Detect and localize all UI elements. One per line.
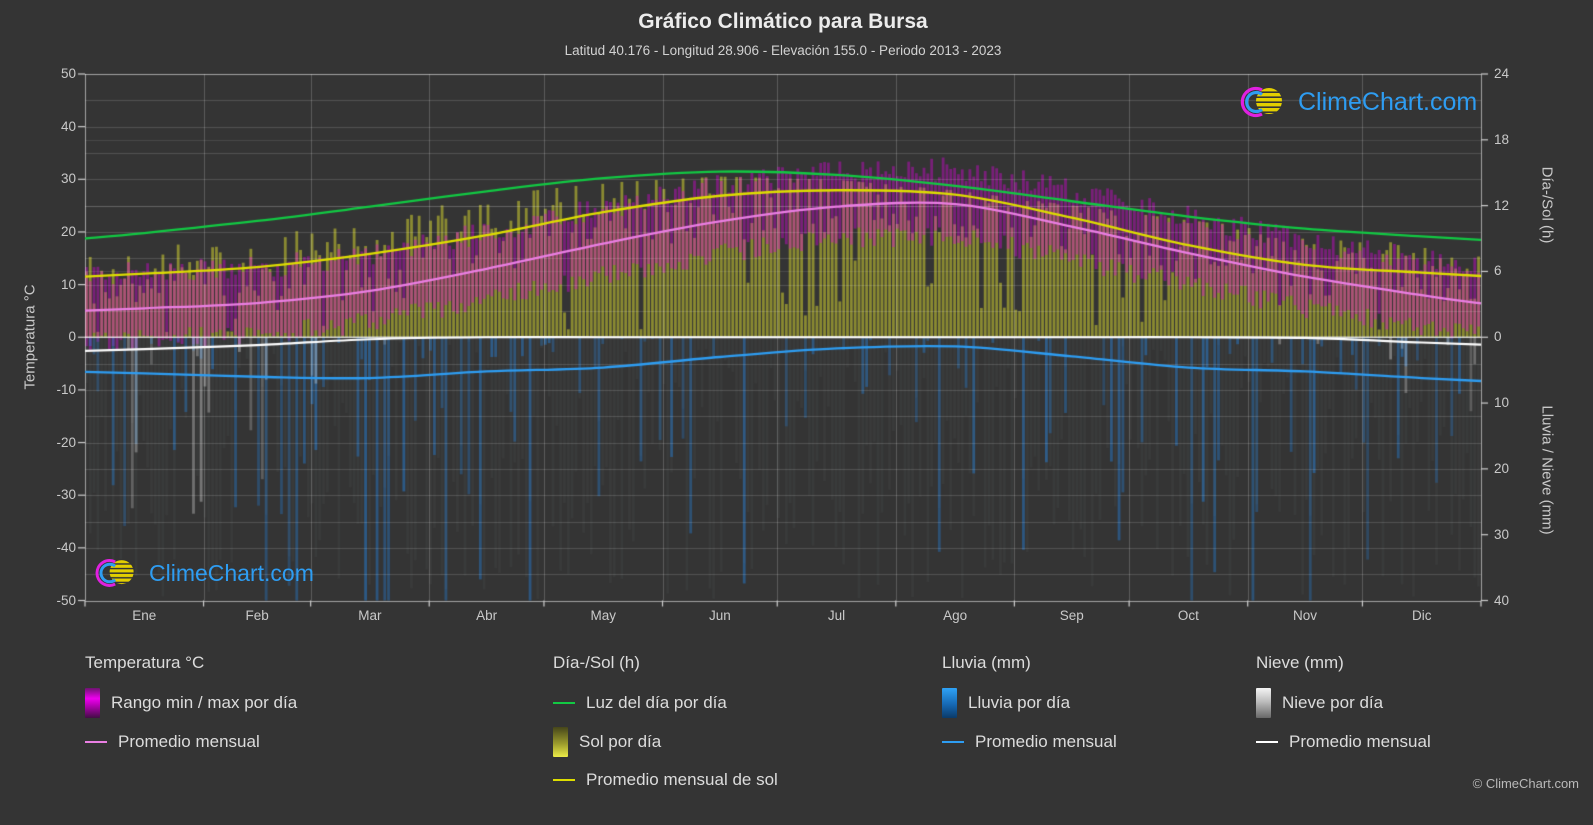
snow-bar-swatch: [1256, 688, 1271, 718]
y-axis-tick-temp: 0: [68, 329, 76, 345]
y-axis-tick-sun: 18: [1494, 131, 1510, 147]
temp-range-swatch: [85, 688, 100, 718]
sun-average-line-swatch: [553, 779, 575, 781]
rain-bar-swatch: [942, 688, 957, 718]
x-axis-month-label: Ago: [943, 608, 968, 623]
right-axis-title-sun: Día-/Sol (h): [1538, 166, 1556, 244]
legend-item-label: Rango min / max por día: [111, 693, 298, 712]
y-axis-tick-sun: 24: [1494, 66, 1510, 81]
watermark-top-right: ClimeChart.com: [1238, 83, 1477, 121]
y-axis-tick-sun: 12: [1494, 197, 1510, 213]
legend-item-label: Lluvia por día: [968, 693, 1071, 712]
watermark-bottom-left: ClimeChart.com: [93, 555, 314, 591]
rain-average-line-swatch: [942, 741, 964, 743]
y-axis-tick-sun: 6: [1494, 263, 1502, 279]
right-axis-title-precip: Lluvia / Nieve (mm): [1538, 405, 1556, 535]
legend-item-label: Promedio mensual: [1289, 732, 1431, 751]
x-axis-month-label: Jun: [709, 608, 731, 623]
daylight-line-swatch: [553, 702, 575, 704]
footer-copyright: © ClimeChart.com: [1472, 776, 1579, 791]
y-axis-tick-precip: 20: [1494, 460, 1510, 476]
climechart-logo-icon: [1240, 86, 1282, 118]
x-axis-month-label: Ene: [132, 608, 157, 623]
chart-legend: Temperatura °C Rango min / max por día P…: [0, 640, 1593, 825]
legend-group-title: Nieve (mm): [1256, 653, 1344, 672]
y-axis-tick-precip: 40: [1494, 592, 1510, 608]
y-axis-tick-temp: 40: [60, 118, 76, 134]
y-axis-tick-temp: -10: [56, 381, 76, 397]
x-axis-month-label: Feb: [245, 608, 269, 623]
legend-item-label: Promedio mensual de sol: [586, 770, 778, 789]
legend-item-label: Promedio mensual: [975, 732, 1117, 751]
x-axis-month-label: Jul: [827, 608, 846, 623]
y-axis-tick-precip: 30: [1494, 526, 1510, 542]
y-axis-tick-sun: 0: [1494, 329, 1502, 345]
left-axis-title: Temperatura °C: [21, 284, 39, 390]
legend-group-title: Temperatura °C: [85, 653, 205, 672]
x-axis-month-label: Sep: [1059, 608, 1084, 623]
watermark-text: ClimeChart.com: [1298, 87, 1478, 116]
x-axis-month-label: Nov: [1293, 608, 1318, 623]
x-axis-month-label: Mar: [358, 608, 382, 623]
y-axis-tick-temp: 50: [60, 66, 76, 81]
x-axis-month-label: Oct: [1177, 608, 1199, 623]
climechart-logo-icon: [95, 559, 134, 587]
temp-average-line-swatch: [85, 741, 107, 743]
y-axis-tick-temp: 30: [60, 171, 76, 187]
x-axis-month-label: May: [590, 608, 616, 623]
x-axis-month-label: Abr: [476, 608, 498, 623]
watermark-text: ClimeChart.com: [149, 559, 314, 586]
sun-bar-swatch: [553, 727, 568, 757]
legend-item-label: Nieve por día: [1282, 693, 1384, 712]
legend-item-label: Sol por día: [579, 732, 662, 751]
legend-group-title: Lluvia (mm): [942, 653, 1031, 672]
y-axis-tick-temp: -50: [56, 592, 76, 608]
y-axis-tick-precip: 10: [1494, 395, 1510, 411]
legend-group-title: Día-/Sol (h): [553, 653, 640, 672]
legend-item-label: Promedio mensual: [118, 732, 260, 751]
snow-average-line-swatch: [1256, 741, 1278, 743]
x-axis-month-label: Dic: [1411, 608, 1432, 623]
y-axis-tick-temp: 20: [60, 223, 76, 239]
y-axis-tick-temp: -20: [56, 434, 76, 450]
y-axis-tick-temp: -40: [56, 539, 76, 555]
legend-item-label: Luz del día por día: [586, 693, 727, 712]
y-axis-tick-temp: 10: [60, 276, 76, 292]
y-axis-tick-temp: -30: [56, 487, 76, 503]
